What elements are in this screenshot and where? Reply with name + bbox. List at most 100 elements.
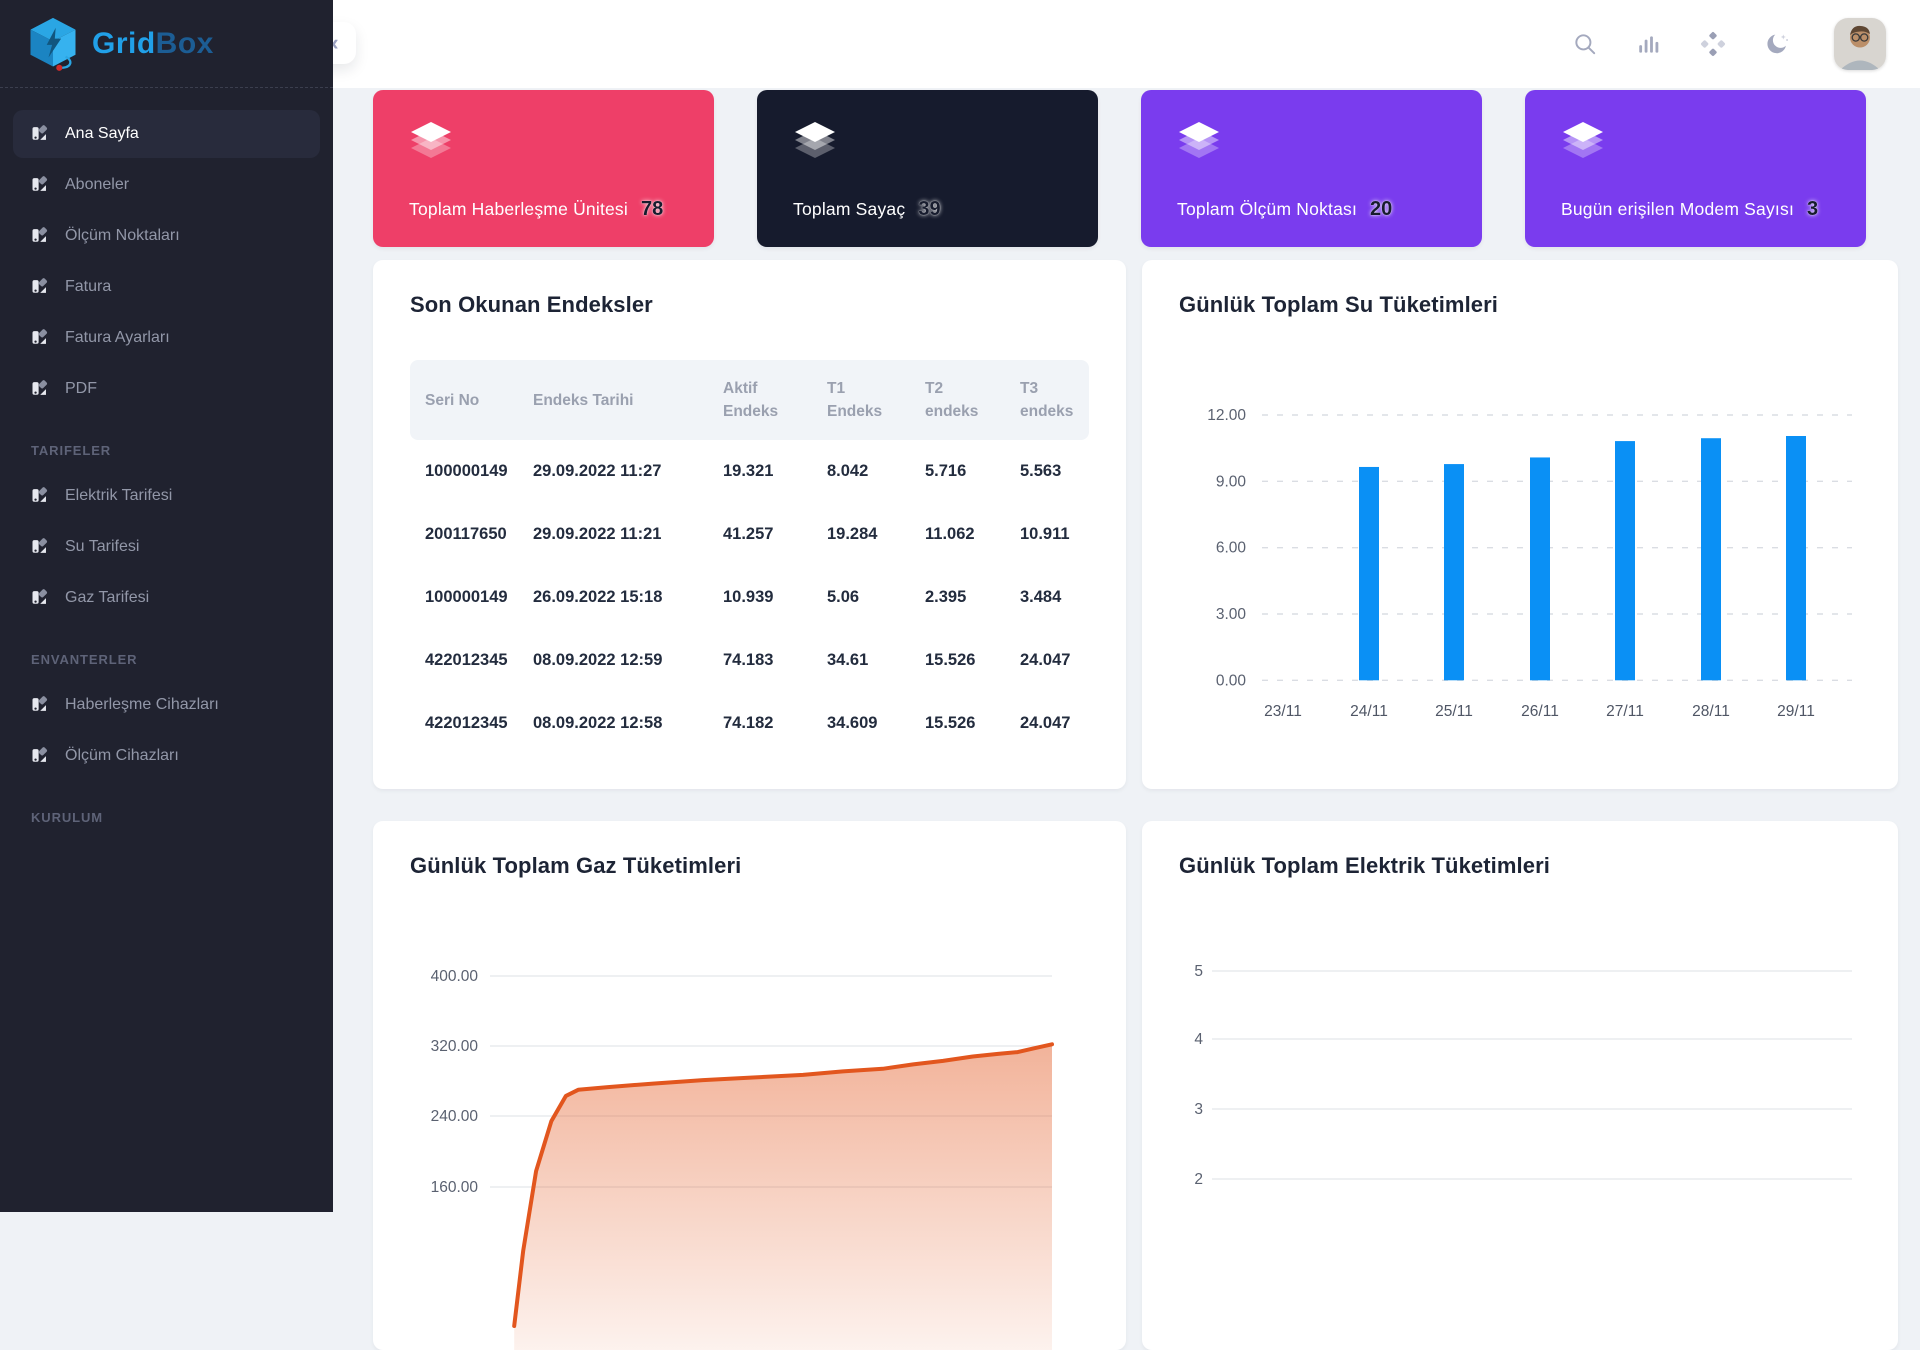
dark-mode-icon[interactable] bbox=[1764, 31, 1790, 57]
gas-chart-card: Günlük Toplam Gaz Tüketimleri 400.00 320.… bbox=[373, 821, 1126, 1350]
table-cell: 41.257 bbox=[723, 525, 774, 543]
stat-card-toplam-saya-: Toplam Sayaç 39 bbox=[757, 90, 1098, 247]
table-row: 100000149 29.09.2022 11:27 19.321 8.042 5.71… bbox=[410, 440, 1089, 503]
latest-indexes-title: Son Okunan Endeksler bbox=[410, 292, 653, 317]
water-bar bbox=[1359, 466, 1379, 681]
sidebar-item-label: Ölçüm Cihazları bbox=[65, 747, 179, 764]
table-cell: 29.09.2022 11:21 bbox=[533, 525, 662, 543]
table-cell: 200117650 bbox=[425, 525, 507, 543]
sidebar-item-pdf[interactable]: PDF bbox=[13, 365, 320, 413]
sidebar-item-label: Haberleşme Cihazları bbox=[65, 696, 219, 713]
table-cell: 24.047 bbox=[1020, 651, 1071, 669]
x-tick-label: 25/11 bbox=[1435, 703, 1473, 720]
table-cell: 34.61 bbox=[827, 651, 869, 669]
table-row: 422012345 08.09.2022 12:59 74.183 34.61 15.5… bbox=[410, 629, 1089, 692]
sidebar-item-label: Ana Sayfa bbox=[65, 125, 139, 142]
main-content: Toplam Haberleşme Ünitesi 78 Toplam Saya… bbox=[333, 88, 1920, 1350]
sidebar-item-fatura-ayarlar-[interactable]: Fatura Ayarları bbox=[13, 314, 320, 362]
gas-area-fill bbox=[514, 1044, 1052, 1350]
table-cell: 74.182 bbox=[723, 714, 774, 732]
stat-label: Toplam Haberleşme Ünitesi bbox=[409, 199, 628, 219]
table-cell: 15.526 bbox=[925, 651, 976, 669]
x-tick-label: 27/11 bbox=[1606, 703, 1644, 720]
water-bar bbox=[1444, 464, 1464, 681]
table-cell: 5.563 bbox=[1020, 462, 1062, 480]
panel-icon bbox=[32, 746, 48, 762]
stat-value: 3 bbox=[1807, 198, 1819, 220]
column-header: T2 endeks bbox=[925, 380, 979, 420]
sidebar-item--l-m-cihazlar-[interactable]: Ölçüm Cihazları bbox=[13, 732, 320, 780]
panel-icon bbox=[32, 537, 48, 553]
sidebar-item-label: Aboneler bbox=[65, 176, 130, 193]
table-cell: 24.047 bbox=[1020, 714, 1071, 732]
column-header: Seri No bbox=[425, 391, 480, 409]
table-row: 200117650 29.09.2022 11:21 41.257 19.284 11.… bbox=[410, 503, 1089, 566]
table-cell: 5.716 bbox=[925, 462, 967, 480]
stat-card-footer: Toplam Ölçüm Noktası 20 bbox=[1177, 198, 1392, 221]
electric-chart-title: Günlük Toplam Elektrik Tüketimleri bbox=[1179, 853, 1550, 878]
sidebar-item-haberle-me-cihazlar-[interactable]: Haberleşme Cihazları bbox=[13, 681, 320, 729]
stat-label: Bugün erişilen Modem Sayısı bbox=[1561, 199, 1795, 219]
sidebar-item-su-tarifesi[interactable]: Su Tarifesi bbox=[13, 523, 320, 571]
apps-icon[interactable] bbox=[1700, 31, 1726, 57]
table-cell: 26.09.2022 15:18 bbox=[533, 588, 663, 606]
x-tick-label: 23/11 bbox=[1264, 703, 1302, 720]
stat-value: 39 bbox=[918, 198, 941, 220]
water-bar bbox=[1701, 438, 1721, 681]
electric-consumption-line-chart: 5 4 3 2 bbox=[1194, 963, 1852, 1188]
table-cell: 08.09.2022 12:58 bbox=[533, 714, 663, 732]
x-tick-label: 26/11 bbox=[1521, 703, 1559, 720]
column-header: T3 endeks bbox=[1020, 380, 1074, 420]
brand-name-box: Box bbox=[155, 26, 214, 60]
column-header: T1 Endeks bbox=[827, 380, 883, 420]
stat-card-footer: Bugün erişilen Modem Sayısı 3 bbox=[1561, 198, 1818, 221]
panel-icon bbox=[32, 695, 48, 711]
brand-name: GridBox bbox=[92, 27, 214, 61]
water-bar bbox=[1530, 457, 1550, 681]
middle-row: Son Okunan Endeksler Seri No Endeks Tarih… bbox=[373, 260, 1920, 789]
table-cell: 10.939 bbox=[723, 588, 774, 606]
y-tick-label: 0.00 bbox=[1216, 672, 1247, 689]
y-tick-label: 320.00 bbox=[431, 1038, 479, 1055]
y-tick-label: 12.00 bbox=[1207, 407, 1246, 424]
y-tick-label: 4 bbox=[1194, 1031, 1203, 1048]
sidebar: GridBox Ana Sayfa Aboneler Ölçüm Noktala… bbox=[0, 0, 333, 1212]
table-cell: 100000149 bbox=[425, 462, 508, 480]
stat-card-toplam-l-m-noktas-: Toplam Ölçüm Noktası 20 bbox=[1141, 90, 1482, 247]
stat-card-footer: Toplam Haberleşme Ünitesi 78 bbox=[409, 198, 663, 221]
latest-indexes-card: Son Okunan Endeksler Seri No Endeks Tarih… bbox=[373, 260, 1126, 789]
sidebar-item-aboneler[interactable]: Aboneler bbox=[13, 161, 320, 209]
gridbox-cube-icon bbox=[30, 17, 76, 71]
stat-value: 78 bbox=[640, 198, 664, 220]
panel-icon bbox=[32, 226, 48, 242]
user-avatar[interactable] bbox=[1834, 18, 1886, 70]
y-tick-label: 5 bbox=[1194, 963, 1203, 980]
sidebar-item-ana-sayfa[interactable]: Ana Sayfa bbox=[13, 110, 320, 158]
sidebar-nav: Ana Sayfa Aboneler Ölçüm Noktaları Fatur… bbox=[0, 88, 333, 825]
sidebar-item--l-m-noktalar-[interactable]: Ölçüm Noktaları bbox=[13, 212, 320, 260]
sidebar-item-label: PDF bbox=[65, 380, 97, 397]
table-cell: 19.321 bbox=[723, 462, 774, 480]
table-cell: 8.042 bbox=[827, 462, 869, 480]
layers-icon bbox=[795, 122, 835, 158]
panel-icon bbox=[32, 124, 48, 140]
brand-name-grid: Grid bbox=[92, 26, 156, 60]
search-icon[interactable] bbox=[1572, 31, 1598, 57]
sidebar-item-fatura[interactable]: Fatura bbox=[13, 263, 320, 311]
table-header-row: Seri No Endeks Tarihi Aktif Endeks T1 Endeks T… bbox=[410, 360, 1089, 440]
sidebar-item-elektrik-tarifesi[interactable]: Elektrik Tarifesi bbox=[13, 472, 320, 520]
table-cell: 08.09.2022 12:59 bbox=[533, 651, 663, 669]
y-tick-label: 9.00 bbox=[1216, 473, 1247, 490]
table-row: 100000149 26.09.2022 15:18 10.939 5.06 2.395… bbox=[410, 566, 1089, 629]
y-tick-label: 3 bbox=[1194, 1101, 1203, 1118]
bar-chart-icon[interactable] bbox=[1636, 31, 1662, 57]
sidebar-item-label: Fatura Ayarları bbox=[65, 329, 170, 346]
sidebar-section-heading: TARIFELER bbox=[31, 443, 112, 458]
table-cell: 10.911 bbox=[1020, 525, 1070, 543]
bottom-row: Günlük Toplam Gaz Tüketimleri 400.00 320.… bbox=[373, 821, 1920, 1350]
gas-consumption-area-chart: 400.00 320.00 240.00 160.00 bbox=[431, 968, 1054, 1350]
panel-icon bbox=[32, 277, 48, 293]
table-cell: 2.395 bbox=[925, 588, 967, 606]
table-cell: 422012345 bbox=[425, 714, 508, 732]
sidebar-item-gaz-tarifesi[interactable]: Gaz Tarifesi bbox=[13, 574, 320, 622]
